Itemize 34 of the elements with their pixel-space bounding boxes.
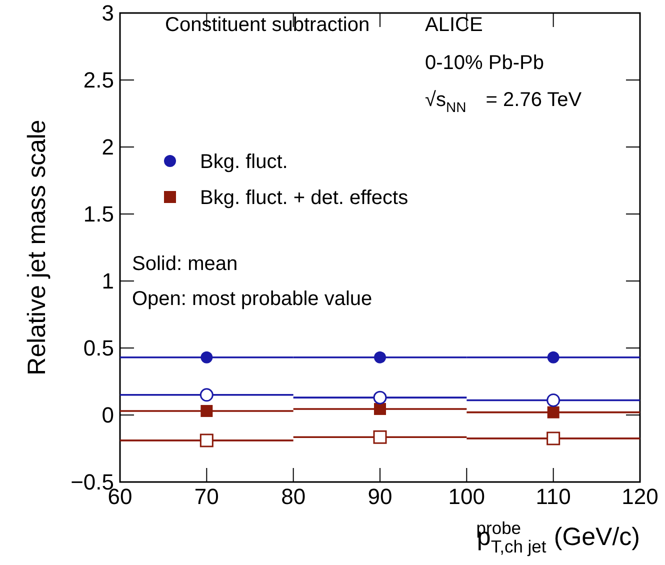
x-tick-label: 120 [622, 484, 658, 509]
x-tick-label: 70 [194, 484, 219, 509]
point [200, 351, 213, 364]
point [374, 402, 386, 415]
annotation: Constituent subtraction [165, 14, 370, 36]
text: √s$_{NN}$ = 2.76 TeV [425, 89, 582, 115]
annotation: ALICE [425, 14, 483, 36]
legend-label: Bkg. fluct. + det. effects [200, 187, 408, 209]
y-tick-label: 2 [102, 134, 114, 160]
point [200, 404, 213, 417]
point [374, 351, 386, 364]
point [200, 434, 214, 448]
y-tick-label: 1 [102, 268, 114, 294]
point [200, 388, 214, 402]
point [546, 394, 560, 408]
y-axis-title: Relative jet mass scale [23, 120, 51, 376]
point [547, 406, 560, 418]
point [547, 351, 560, 364]
point [373, 390, 387, 404]
legend-label: Bkg. fluct. [200, 151, 288, 173]
y-tick-label: 1.5 [83, 202, 114, 227]
y-tick-label: 2.5 [83, 68, 114, 93]
point [546, 432, 560, 446]
y-tick-label: 3 [102, 0, 114, 26]
x-tick-label: 110 [536, 484, 571, 509]
annotation: Solid: mean [132, 253, 238, 275]
y-tick-label: 0.5 [83, 336, 114, 361]
annotation: Open: most probable value [132, 288, 372, 310]
x-tick-label: 100 [448, 484, 486, 509]
x-tick-label: 90 [368, 484, 392, 509]
annotation: 0-10% Pb-Pb [425, 52, 544, 74]
y-tick-label: 0 [102, 402, 114, 428]
point [373, 430, 387, 444]
x-tick-label: 80 [281, 484, 306, 509]
